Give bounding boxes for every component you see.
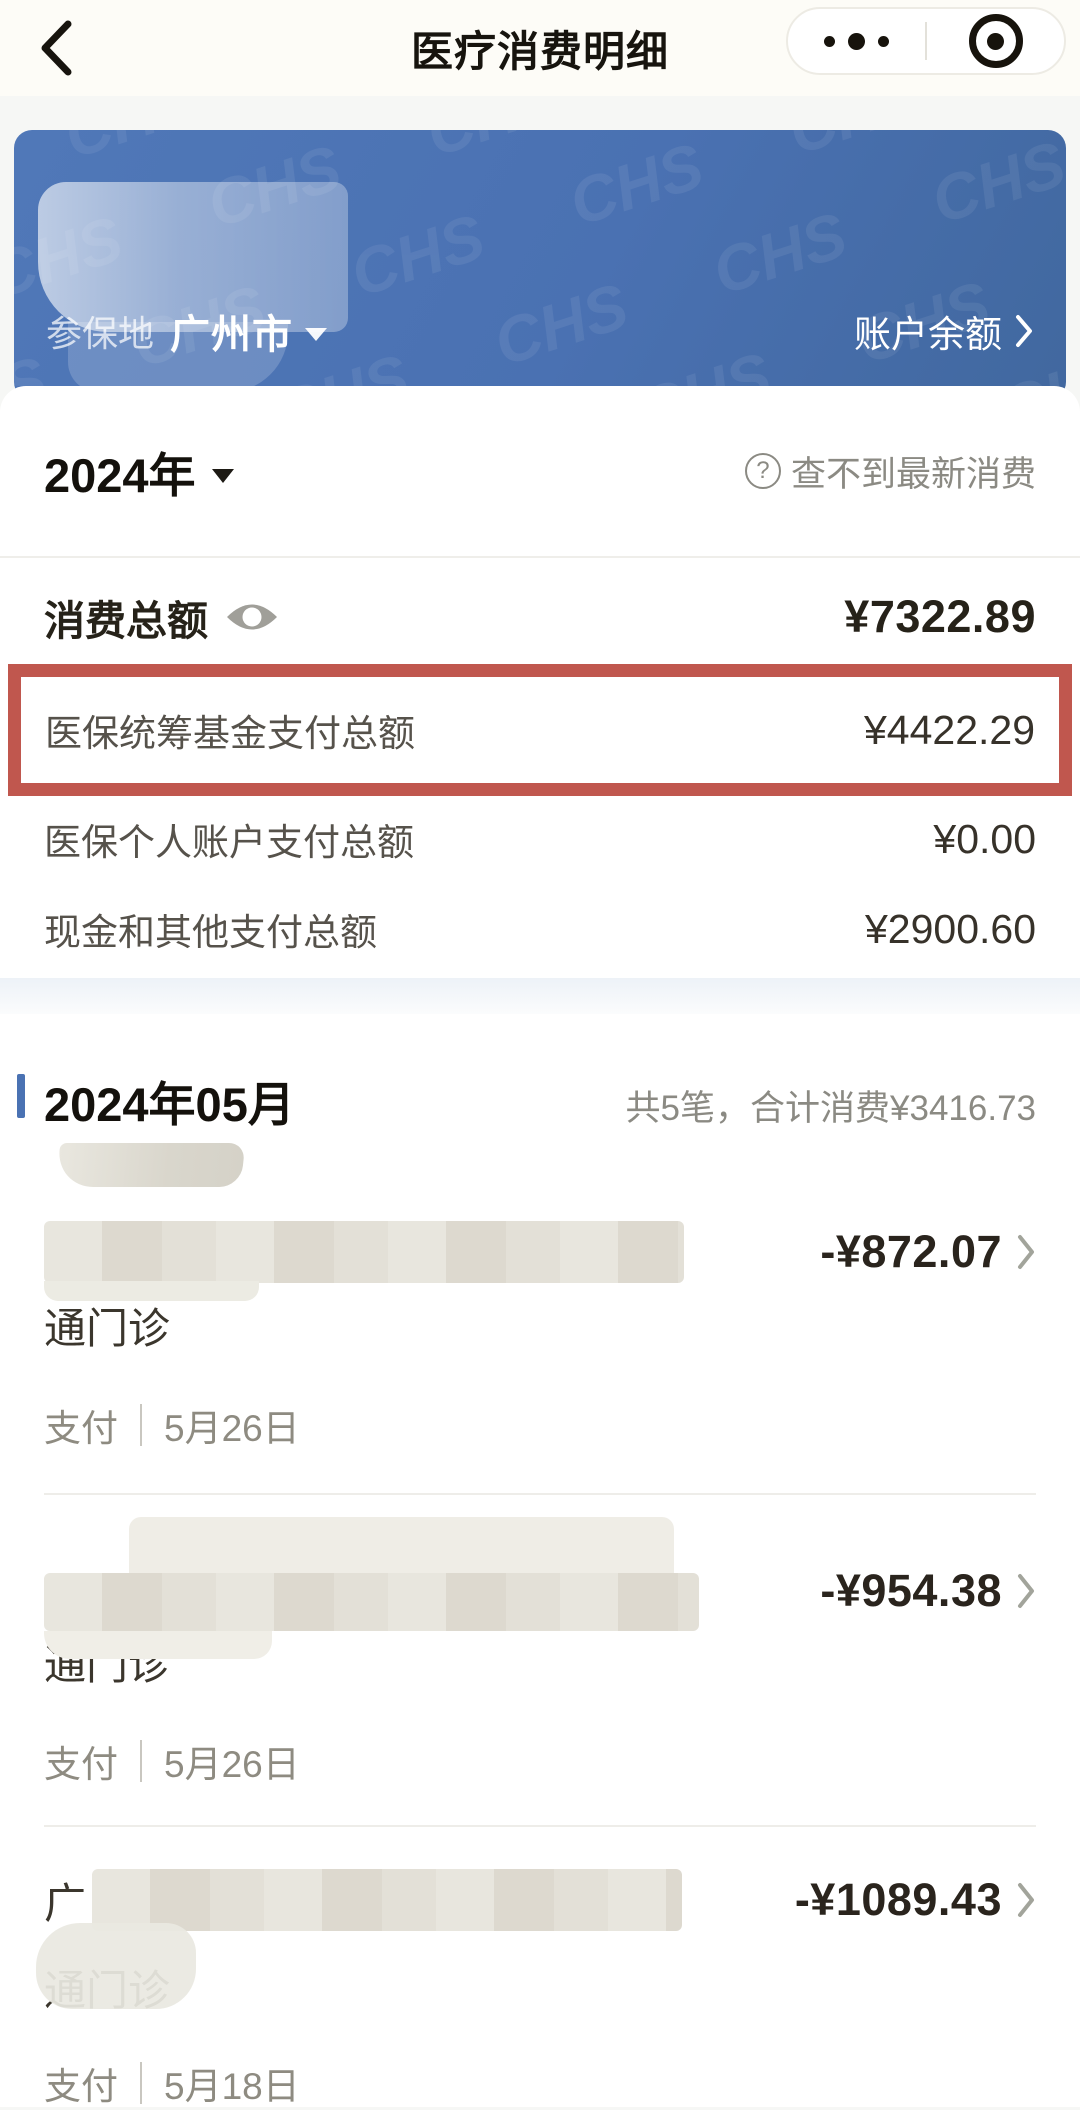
svg-text:CHS: CHS [342,200,493,310]
chevron-right-icon [1016,1234,1036,1270]
redacted-user-name [38,182,348,392]
close-miniprogram-button[interactable] [927,9,1064,73]
insurance-banner: CHSCHSCHSCHSCHSCHSCHSCHSCHSCHSCHSCHSCHSC… [14,130,1066,400]
redacted-blob [36,1923,196,2009]
meta-divider [140,1740,142,1782]
section-separator [0,978,1080,1014]
svg-text:CHS: CHS [561,130,712,239]
divider [44,1825,1036,1827]
divider [44,1493,1036,1495]
item-name-prefix: 广 [44,1879,87,1927]
eye-icon[interactable] [224,599,280,635]
chevron-right-icon [1016,1573,1036,1609]
item-amount: -¥872.07 [820,1226,1002,1277]
back-button[interactable] [28,18,84,78]
target-circle-icon [968,14,1023,68]
miniprogram-capsule [786,7,1066,75]
account-balance-link[interactable]: 账户余额 [854,304,1034,358]
total-consumption-amount: ¥7322.89 [844,591,1036,642]
item-amount: -¥954.38 [820,1565,1002,1616]
personal-account-amount: ¥0.00 [933,815,1036,862]
month-title: 2024年05月 [17,1066,295,1135]
region-value: 广州市 [170,313,294,357]
chevron-left-icon [41,20,72,76]
consumption-list-item[interactable]: -¥872.07 通门诊 支付 5月26日 [44,1213,1036,1495]
item-amount: -¥1089.43 [794,1874,1002,1925]
chevron-down-icon [211,469,234,483]
chevron-right-icon [1016,315,1032,347]
item-date: 5月26日 [164,1408,300,1449]
summary-card: 2024年 ? 查不到最新消费 消费总额 ¥7322.89 [0,386,1080,978]
svg-text:CHS: CHS [923,130,1066,237]
top-nav-bar: 医疗消费明细 [0,0,1080,96]
item-name-line2: 通门诊 [44,1304,171,1352]
redacted-hospital-name [44,1221,684,1301]
month-summary: 共5笔，合计消费¥3416.73 [625,1089,1036,1128]
pooled-fund-amount: ¥4422.29 [863,706,1035,753]
meta-divider [140,1404,142,1446]
consumption-list-item[interactable]: -¥954.38 通门诊 支付 5月26日 [44,1511,1036,1827]
notice-label: 查不到最新消费 [790,454,1036,494]
personal-account-label: 医保个人账户支付总额 [44,822,414,863]
question-circle-icon: ? [744,453,781,489]
svg-text:CHS: CHS [704,198,855,308]
svg-text:CHS: CHS [418,130,569,170]
region-label: 参保地 [46,313,155,354]
year-selector[interactable]: 2024年 [44,437,234,506]
redacted-hospital-name [92,1869,683,1931]
chevron-down-icon [305,327,328,341]
missing-record-help[interactable]: ? 查不到最新消费 [744,446,1036,497]
region-selector[interactable]: 参保地 广州市 [46,302,328,360]
highlight-box: 医保统筹基金支付总额 ¥4422.29 [8,664,1072,796]
item-pay-method: 支付 [44,2066,118,2107]
balance-label: 账户余额 [854,314,1002,355]
redacted-smudge [55,1143,246,1187]
more-menu-button[interactable] [788,9,925,73]
divider [0,556,1080,558]
chevron-right-icon [1016,1882,1036,1918]
total-consumption-label: 消费总额 [44,598,208,644]
capsule-divider [925,22,927,60]
month-section: 2024年05月 共5笔，合计消费¥3416.73 -¥872.07 通门诊 支… [0,1014,1080,2107]
item-pay-method: 支付 [44,1744,118,1785]
page-title: 医疗消费明细 [410,27,669,75]
svg-text:CHS: CHS [780,130,931,168]
cash-other-amount: ¥2900.60 [864,905,1036,952]
three-dots-icon [824,32,889,50]
item-date: 5月26日 [164,1744,300,1785]
item-pay-method: 支付 [44,1408,118,1449]
pooled-fund-label: 医保统筹基金支付总额 [45,713,415,754]
year-label: 2024年 [44,448,196,502]
meta-divider [140,2062,142,2104]
consumption-list-item[interactable]: 广 -¥1089.43 通门诊 支付 5月18日 [36,1865,1036,2107]
svg-text:CHS: CHS [55,130,206,172]
cash-other-label: 现金和其他支付总额 [44,912,377,953]
redacted-hospital-name [44,1517,699,1659]
item-date: 5月18日 [164,2066,300,2107]
